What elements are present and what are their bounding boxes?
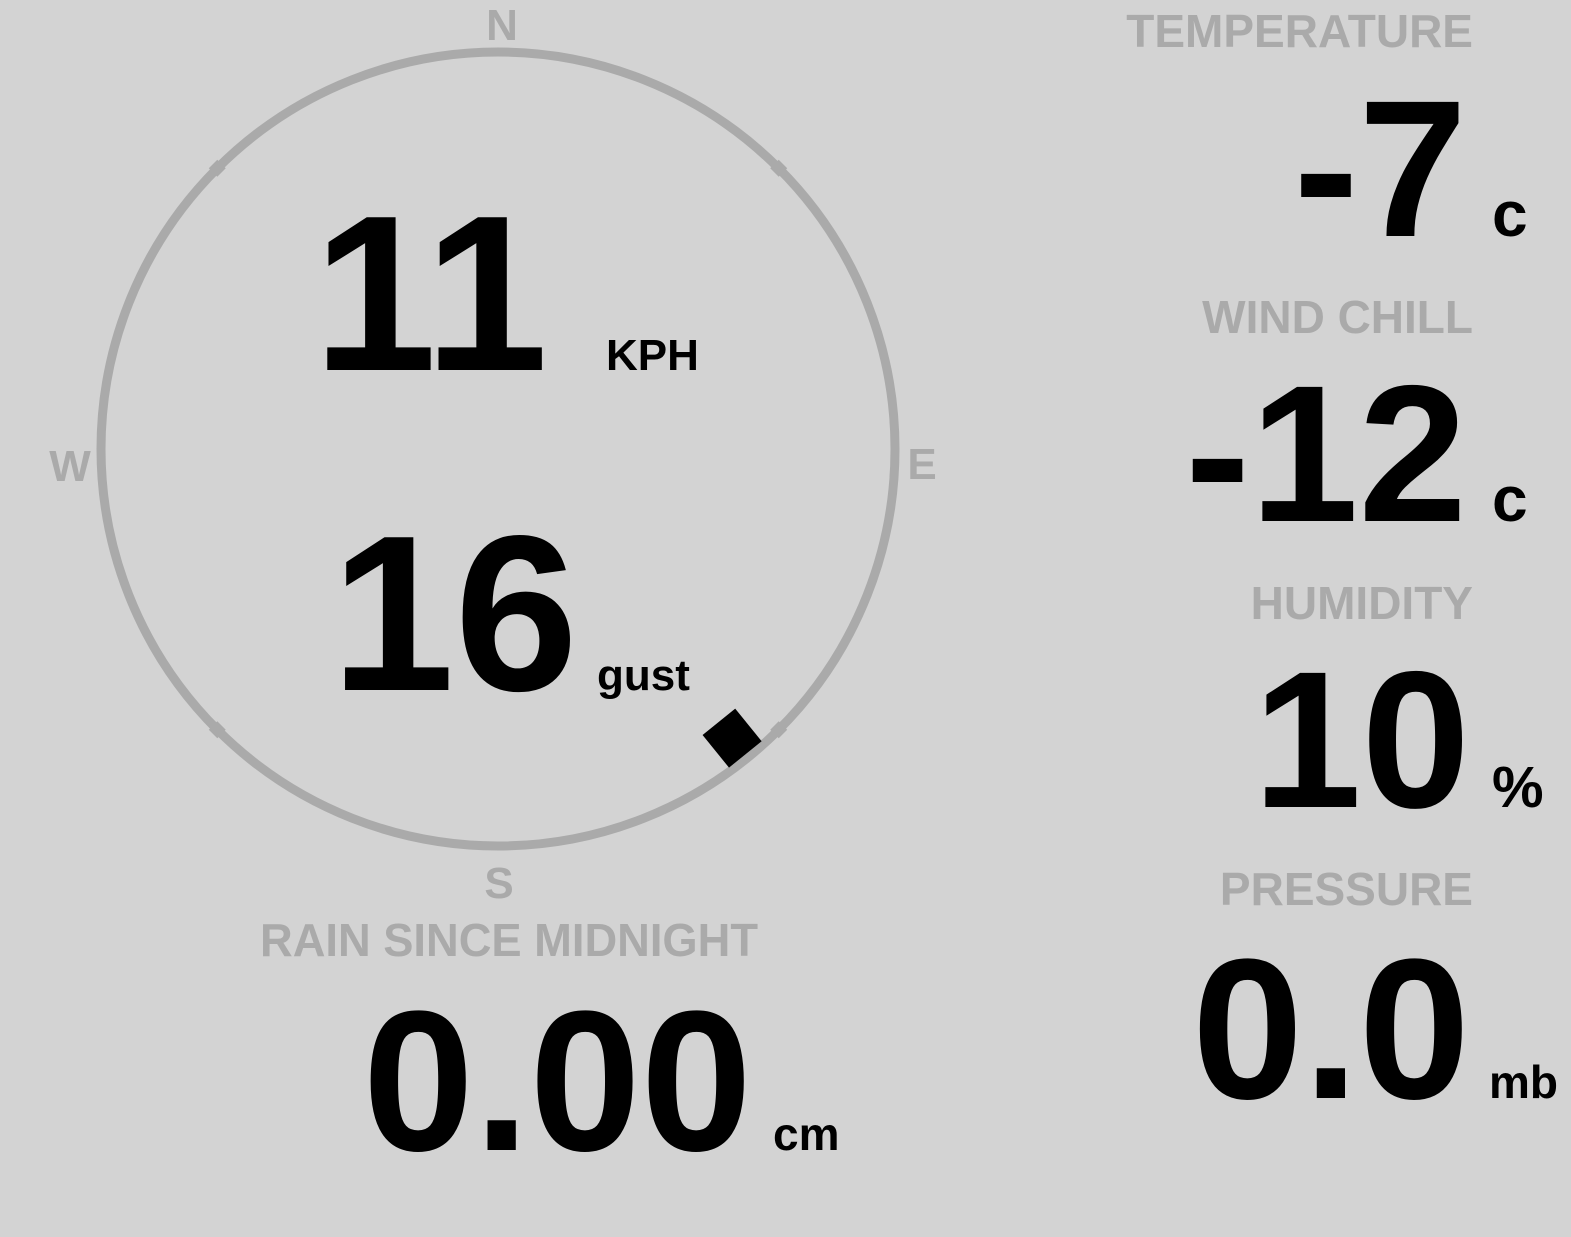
compass-ring [96, 47, 900, 851]
wind-chill-label: WIND CHILL [1202, 291, 1473, 343]
pressure-unit: mb [1489, 1056, 1558, 1108]
wind-speed-value: 11 [313, 170, 548, 418]
rain-panel: RAIN SINCE MIDNIGHT 0.00 cm [260, 914, 839, 1193]
compass-tick [770, 721, 788, 739]
humidity-label: HUMIDITY [1251, 577, 1473, 629]
humidity-unit: % [1492, 755, 1544, 820]
wind-gust-unit: gust [597, 651, 690, 700]
wind-compass: N E S W 11 KPH 16 gust [49, 1, 936, 908]
pressure-label: PRESSURE [1220, 863, 1473, 915]
wind-gust-value: 16 [331, 490, 578, 738]
temperature-value: -7 [1294, 60, 1467, 278]
pressure-panel: PRESSURE 0.0 mb [1192, 863, 1558, 1141]
temperature-panel: TEMPERATURE -7 c [1126, 5, 1527, 278]
compass-west: W [49, 442, 91, 491]
compass-east: E [907, 440, 936, 489]
rain-value: 0.00 [363, 970, 752, 1193]
compass-ticks [208, 159, 788, 739]
rain-label: RAIN SINCE MIDNIGHT [260, 914, 758, 966]
rain-unit: cm [773, 1108, 839, 1160]
pressure-value: 0.0 [1192, 918, 1470, 1141]
wind-direction-marker [702, 708, 762, 768]
compass-tick [208, 721, 226, 739]
humidity-panel: HUMIDITY 10 % [1251, 577, 1544, 849]
wind-speed-unit: KPH [606, 331, 699, 380]
temperature-unit: c [1492, 178, 1528, 250]
compass-tick [770, 159, 788, 177]
wind-chill-value: -12 [1185, 345, 1467, 563]
temperature-label: TEMPERATURE [1126, 5, 1473, 57]
compass-south: S [484, 859, 513, 908]
humidity-value: 10 [1253, 631, 1470, 849]
wind-chill-panel: WIND CHILL -12 c [1185, 291, 1527, 563]
compass-north: N [486, 1, 518, 50]
compass-tick [208, 159, 226, 177]
wind-chill-unit: c [1492, 463, 1528, 535]
